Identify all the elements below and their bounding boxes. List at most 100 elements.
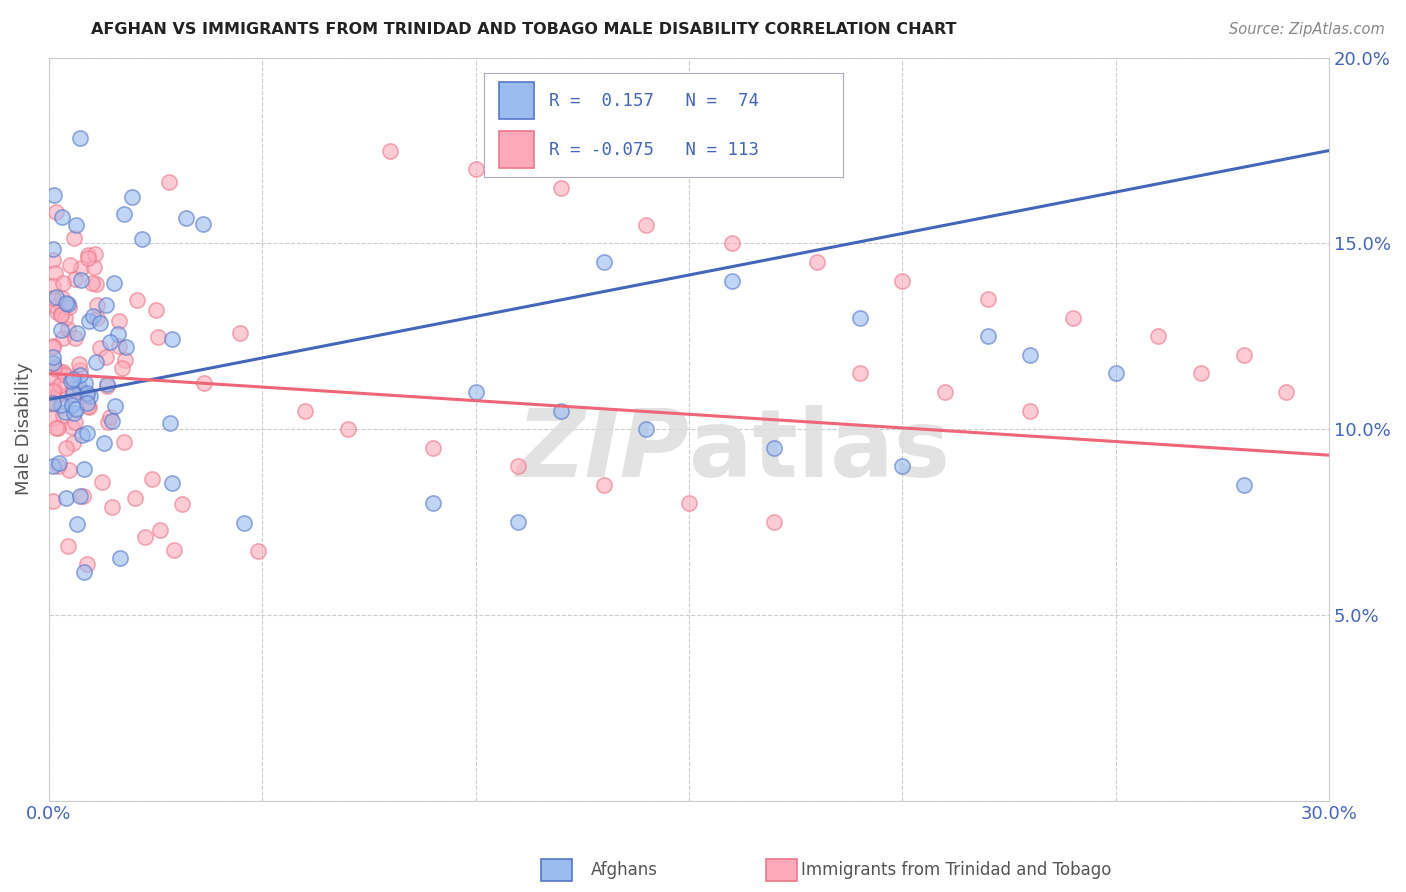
Point [62,382,84,396]
Point [42,243,65,257]
Point [977,292,1000,306]
Point [46,386,69,401]
Point [720,236,742,251]
Point [112,207,135,221]
Point [42,371,65,385]
Point [51,398,73,412]
Point [62,387,84,401]
Point [103,276,125,290]
Point [60,398,83,412]
Point [112,435,135,450]
Point [464,384,486,399]
Point [806,255,828,269]
Point [1062,310,1084,325]
Point [55,491,77,505]
Point [247,544,270,558]
Point [79,388,101,402]
Point [108,551,131,566]
Point [65,331,87,345]
Text: ZIP: ZIP [516,406,689,498]
Point [42,384,65,398]
Point [62,372,84,386]
Point [70,428,93,442]
Point [53,405,76,419]
Text: Immigrants from Trinidad and Tobago: Immigrants from Trinidad and Tobago [801,861,1112,879]
Point [58,297,80,311]
Text: Source: ZipAtlas.com: Source: ZipAtlas.com [1229,22,1385,37]
Point [52,408,75,422]
Point [56,322,79,336]
Point [550,180,572,194]
Point [67,358,90,372]
Point [63,231,86,245]
Point [42,187,65,202]
Point [45,290,67,304]
Point [193,376,215,391]
Point [46,458,69,473]
Point [44,266,66,280]
Point [1147,329,1170,343]
Text: Afghans: Afghans [591,861,658,879]
Point [42,340,65,354]
Point [69,363,91,377]
Point [49,378,72,392]
Point [73,565,96,579]
Point [77,314,100,328]
Point [98,409,121,424]
Point [763,441,786,455]
Point [55,442,77,456]
Point [94,350,117,364]
Point [174,211,197,225]
Point [592,255,614,269]
Point [42,279,65,293]
Point [76,251,98,265]
Point [191,217,214,231]
Point [76,399,98,413]
Point [48,364,70,378]
Point [93,436,115,450]
Point [42,338,65,352]
Point [49,308,72,322]
Point [45,204,67,219]
Point [1189,367,1212,381]
Point [229,326,252,340]
Point [65,218,87,232]
Point [977,329,1000,343]
Point [336,422,359,436]
Point [550,403,572,417]
Point [58,463,80,477]
Point [121,189,143,203]
Point [76,425,98,440]
Point [96,378,118,392]
Point [76,396,98,410]
Point [55,296,77,310]
Point [1019,403,1042,417]
Point [73,376,96,391]
Point [89,316,111,330]
Point [1233,478,1256,492]
Point [146,329,169,343]
Point [48,456,70,470]
Point [51,291,73,305]
Point [97,415,120,429]
Point [149,523,172,537]
Text: AFGHAN VS IMMIGRANTS FROM TRINIDAD AND TOBAGO MALE DISABILITY CORRELATION CHART: AFGHAN VS IMMIGRANTS FROM TRINIDAD AND T… [91,22,957,37]
Point [69,131,91,145]
Point [46,421,69,435]
Point [720,274,742,288]
Point [170,497,193,511]
Point [464,162,486,177]
Point [1019,348,1042,362]
Point [891,459,914,474]
Point [62,436,84,450]
Point [134,530,156,544]
Point [76,557,98,571]
Point [84,277,107,292]
Point [636,218,658,232]
Point [44,383,66,397]
Point [83,247,105,261]
Point [77,400,100,414]
Point [422,496,444,510]
Point [114,352,136,367]
Point [66,326,89,340]
